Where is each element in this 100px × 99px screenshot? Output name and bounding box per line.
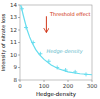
x-axis-label: Hedge-density bbox=[36, 91, 77, 98]
y-tick-label: 11 bbox=[10, 39, 17, 45]
y-tick-label: 14 bbox=[10, 2, 17, 8]
y-tick bbox=[18, 5, 20, 6]
scatter-point bbox=[73, 70, 77, 74]
scatter-point bbox=[20, 7, 24, 11]
scatter-point bbox=[84, 72, 88, 76]
y-tick bbox=[18, 17, 20, 18]
x-tick-label: 200 bbox=[63, 83, 74, 89]
plot-frame bbox=[20, 5, 92, 80]
scatter-point bbox=[47, 59, 51, 63]
x-tick-label: 100 bbox=[39, 83, 50, 89]
y-tick-label: 9 bbox=[14, 64, 18, 70]
y-tick-label: 13 bbox=[10, 14, 17, 20]
y-axis-label: Intensity of nitrate loss bbox=[0, 13, 7, 71]
y-tick-label: 8 bbox=[14, 77, 18, 83]
annotation: Hedge-density bbox=[46, 48, 83, 55]
y-tick bbox=[18, 55, 20, 56]
y-tick bbox=[18, 30, 20, 31]
chart-container: 0 100 200 300 8 9 10 11 12 13 14 Hedge-density Inten… bbox=[0, 0, 100, 99]
y-tick bbox=[18, 80, 20, 81]
y-tick bbox=[18, 67, 20, 68]
scatter-point bbox=[24, 26, 28, 30]
arrow bbox=[46, 16, 47, 32]
plot-area bbox=[20, 5, 92, 76]
x-tick-label: 0 bbox=[18, 83, 22, 89]
scatter-point bbox=[38, 52, 42, 56]
y-tick-label: 12 bbox=[10, 27, 17, 33]
annotation: Threshold effect bbox=[49, 11, 91, 17]
scatter-point bbox=[31, 41, 35, 45]
curve bbox=[21, 5, 92, 75]
y-tick-label: 10 bbox=[10, 52, 17, 58]
y-tick bbox=[18, 42, 20, 43]
scatter-point bbox=[55, 66, 59, 70]
chart: 0 100 200 300 8 9 10 11 12 13 14 Hedge-density Inten… bbox=[0, 0, 100, 99]
x-tick-label: 300 bbox=[87, 83, 98, 89]
scatter-point bbox=[64, 68, 68, 72]
